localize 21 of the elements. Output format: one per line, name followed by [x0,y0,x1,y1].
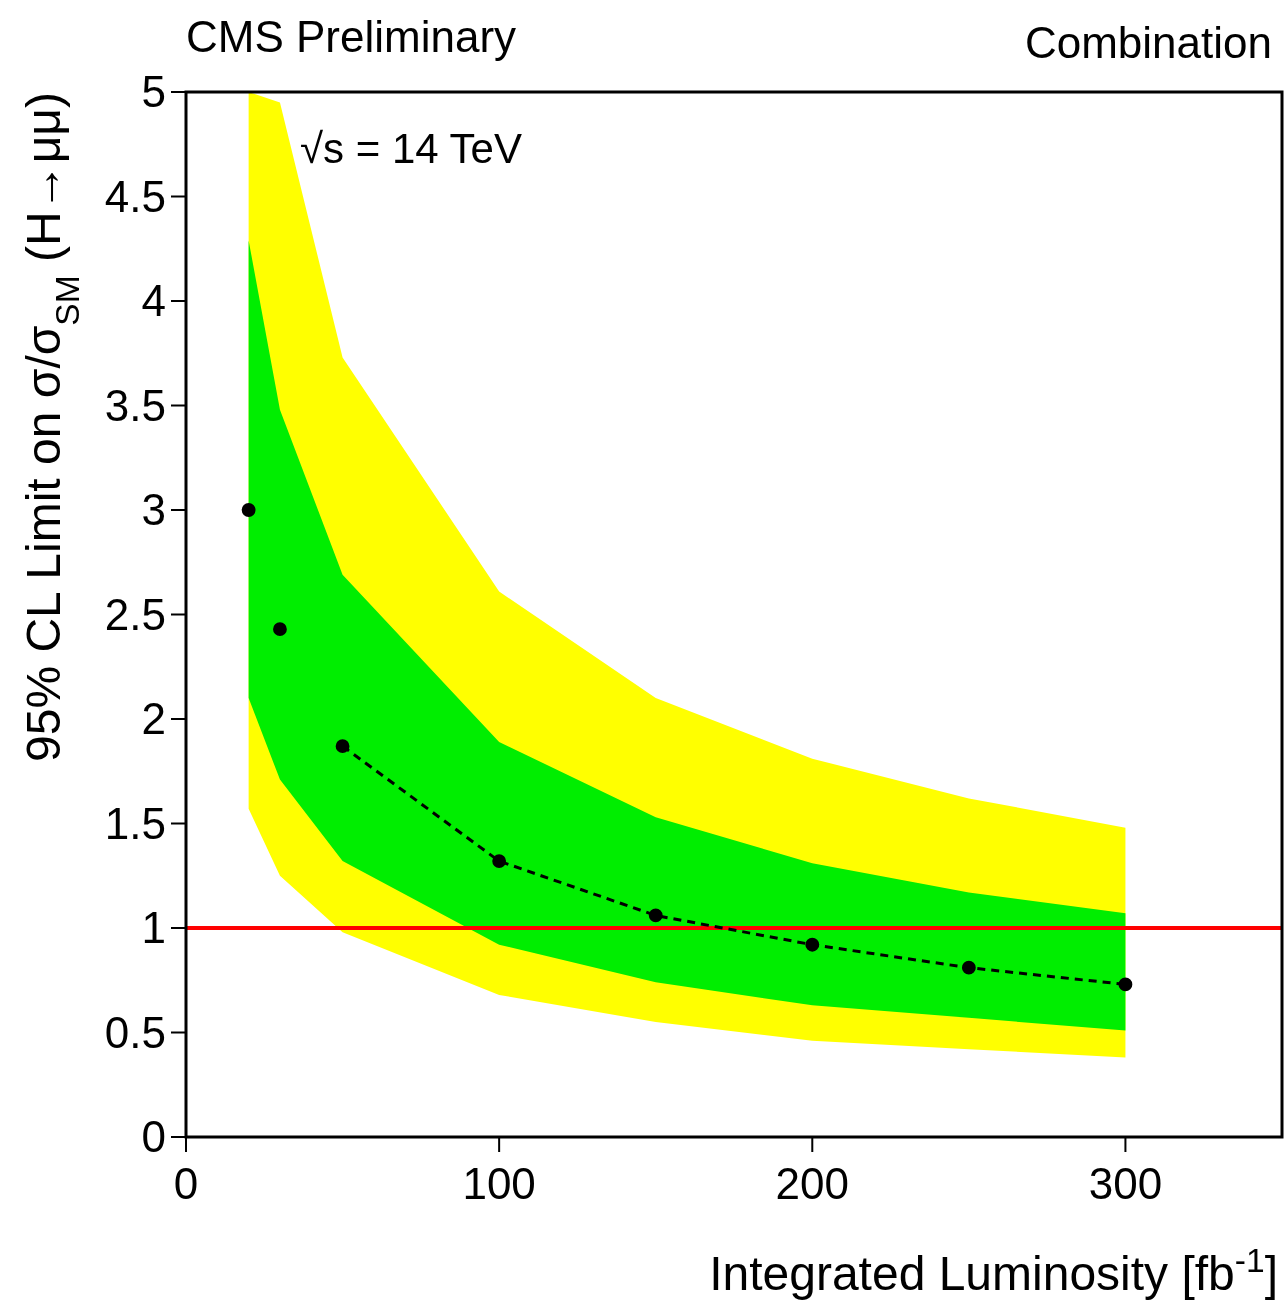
y-tick-label: 4 [141,276,166,325]
y-tick-label: 1 [141,903,166,952]
y-tick-label: 2.5 [104,589,166,639]
y-tick-label: 1.5 [104,798,166,848]
y-tick-label: 5 [141,67,166,116]
y-tick-label: 2 [141,694,166,743]
x-tick-label: 300 [1088,1159,1163,1208]
text: Combination [1024,18,1272,67]
point [273,622,287,637]
x-tick-label: 0 [173,1159,199,1208]
x-tick-label: 100 [462,1159,536,1208]
text: CMS Preliminary [186,12,517,61]
x-tick-label: 200 [775,1159,849,1208]
x-axis-title: Integrated Luminosity [fb$^{-1}$] [709,1241,1278,1300]
annotation: √s = 14 TeV [300,125,522,172]
y-tick-label: 3 [141,485,166,534]
y-tick-label: 0 [141,1112,166,1161]
y-tick-label: 4.5 [104,171,166,221]
y-tick-label: 0.5 [104,1007,166,1057]
point [241,503,256,517]
y-tick-label: 3.5 [104,380,166,430]
